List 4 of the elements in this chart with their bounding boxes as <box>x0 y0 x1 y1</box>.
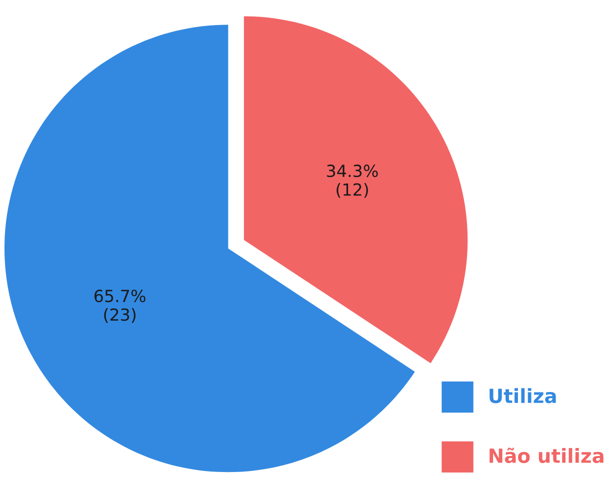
data-label: 65.7% (23) <box>94 290 146 323</box>
data-label: 34.3% (12) <box>327 164 378 198</box>
legend-label: Utiliza <box>490 388 556 404</box>
legend-label: Não utiliza <box>490 448 604 464</box>
